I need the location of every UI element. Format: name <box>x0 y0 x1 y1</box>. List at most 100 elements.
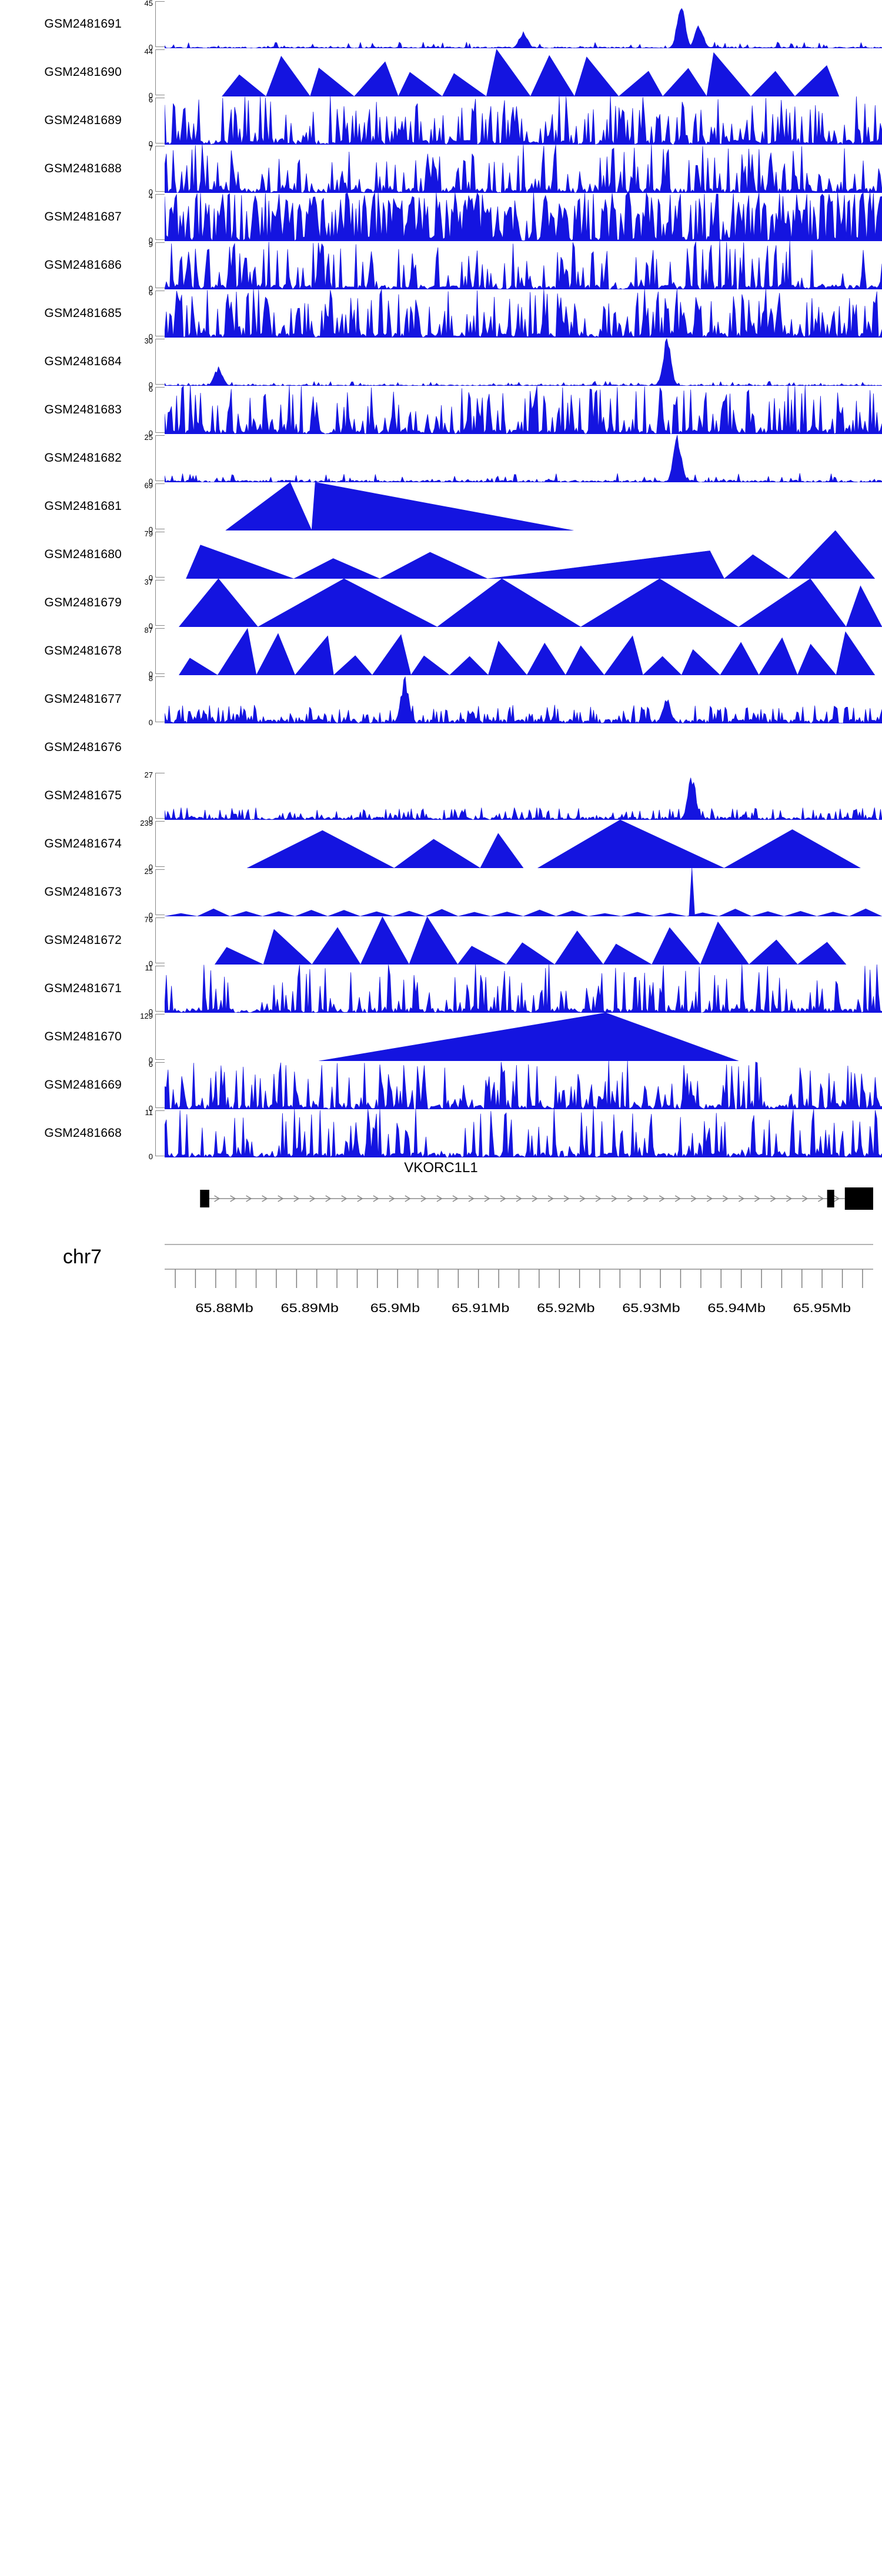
coverage-plot[interactable] <box>165 916 882 965</box>
coverage-track-GSM2481691: GSM2481691 45 0 <box>0 0 882 52</box>
axis-bracket <box>155 821 165 867</box>
coverage-plot[interactable] <box>165 0 882 48</box>
track-label: GSM2481688 <box>44 162 122 175</box>
track-label: GSM2481685 <box>44 306 122 320</box>
coverage-track-GSM2481687: GSM2481687 4 0 <box>0 192 882 244</box>
axis-max-label: 87 <box>144 626 153 635</box>
svg-text:65.89Mb: 65.89Mb <box>281 1301 339 1314</box>
track-axis: 44 0 <box>126 48 165 99</box>
axis-bracket <box>155 98 165 144</box>
coverage-plot[interactable] <box>165 1109 882 1157</box>
track-label: GSM2481670 <box>44 1030 122 1043</box>
genome-coordinate-axis[interactable]: 65.88Mb 65.89Mb 65.9Mb 65.91Mb 65.92Mb 65.93M… <box>165 1239 873 1344</box>
chromosome-label: chr7 <box>62 1246 102 1268</box>
coverage-plot[interactable] <box>165 482 882 530</box>
coverage-track-GSM2481675: GSM2481675 27 0 <box>0 770 882 823</box>
axis-min-label: 0 <box>148 43 153 52</box>
axis-max-label: 45 <box>144 0 153 8</box>
axis-bracket <box>155 339 165 385</box>
track-axis: 11 0 <box>126 1109 165 1161</box>
track-label: GSM2481682 <box>44 451 122 465</box>
axis-max-label: 6 <box>148 288 153 297</box>
axis-min-label: 0 <box>148 670 153 679</box>
axis-max-label: 6 <box>148 1060 153 1069</box>
coverage-plot[interactable] <box>165 675 882 723</box>
axis-bracket <box>155 291 165 336</box>
track-axis: 239 0 <box>126 819 165 871</box>
coverage-plot[interactable] <box>165 289 882 338</box>
gene-model-drawing[interactable] <box>165 1181 873 1216</box>
coverage-plot[interactable] <box>165 723 882 772</box>
axis-max-label: 6 <box>148 385 153 393</box>
axis-min-label: 0 <box>148 573 153 582</box>
track-label: GSM2481673 <box>44 885 122 899</box>
track-label: GSM2481679 <box>44 596 122 609</box>
coverage-track-GSM2481677: GSM2481677 8 0 <box>0 675 882 726</box>
coverage-plot[interactable] <box>165 338 882 386</box>
track-label: GSM2481678 <box>44 644 122 658</box>
coverage-plot[interactable] <box>165 579 882 627</box>
coverage-plot[interactable] <box>165 820 882 868</box>
coverage-plot[interactable] <box>165 868 882 916</box>
axis-max-label: 9 <box>148 240 153 249</box>
axis-max-label: 27 <box>144 770 153 779</box>
track-axis <box>126 723 165 772</box>
axis-bracket <box>155 580 165 626</box>
coverage-plot[interactable] <box>165 1061 882 1109</box>
track-label: GSM2481675 <box>44 789 122 802</box>
track-axis: 76 0 <box>126 915 165 967</box>
coverage-plot[interactable] <box>165 96 882 145</box>
gene-name-label: VKORC1L1 <box>404 1160 478 1176</box>
track-label: GSM2481691 <box>44 17 122 31</box>
track-axis: 69 0 <box>126 482 165 533</box>
axis-min-label: 0 <box>148 188 153 196</box>
coverage-plot[interactable] <box>165 627 882 675</box>
coverage-plot[interactable] <box>165 145 882 193</box>
axis-bracket <box>155 628 165 674</box>
coverage-plot[interactable] <box>165 1013 882 1061</box>
track-label: GSM2481680 <box>44 548 122 561</box>
coverage-plot[interactable] <box>165 48 882 96</box>
coverage-plot[interactable] <box>165 241 882 289</box>
coverage-track-GSM2481689: GSM2481689 6 0 <box>0 96 882 148</box>
track-label: GSM2481676 <box>44 740 122 754</box>
coverage-plot[interactable] <box>165 434 882 482</box>
axis-bracket <box>155 676 165 722</box>
axis-max-label: 11 <box>145 963 153 972</box>
coverage-plot[interactable] <box>165 965 882 1013</box>
coverage-track-GSM2481670: GSM2481670 129 0 <box>0 1012 882 1064</box>
track-axis: 27 0 <box>126 770 165 823</box>
svg-text:65.9Mb: 65.9Mb <box>370 1301 420 1314</box>
coverage-plot[interactable] <box>165 530 882 579</box>
coverage-plot[interactable] <box>165 386 882 434</box>
gene-model-track: VKORC1L1 <box>0 1157 882 1228</box>
coverage-plot[interactable] <box>165 193 882 241</box>
coverage-track-GSM2481669: GSM2481669 6 0 <box>0 1060 882 1112</box>
track-label: GSM2481689 <box>44 114 122 127</box>
coverage-track-GSM2481672: GSM2481672 76 0 <box>0 915 882 967</box>
axis-max-label: 30 <box>144 336 153 345</box>
track-axis: 25 0 <box>126 867 165 919</box>
axis-bracket <box>155 869 165 915</box>
axis-max-label: 129 <box>140 1012 153 1020</box>
axis-bracket <box>155 966 165 1012</box>
axis-bracket <box>155 1062 165 1108</box>
axis-bracket <box>155 532 165 578</box>
track-label: GSM2481674 <box>44 837 122 850</box>
coverage-track-GSM2481685: GSM2481685 6 0 <box>0 288 882 341</box>
axis-max-label: 79 <box>144 529 153 538</box>
coverage-track-GSM2481671: GSM2481671 11 0 <box>0 963 882 1016</box>
track-label: GSM2481687 <box>44 210 122 223</box>
axis-min-label: 0 <box>148 429 153 438</box>
axis-max-label: 76 <box>144 915 153 924</box>
svg-text:65.91Mb: 65.91Mb <box>452 1301 509 1314</box>
coverage-plot[interactable] <box>165 772 882 820</box>
axis-min-label: 0 <box>148 1152 153 1161</box>
axis-bracket <box>155 387 165 433</box>
